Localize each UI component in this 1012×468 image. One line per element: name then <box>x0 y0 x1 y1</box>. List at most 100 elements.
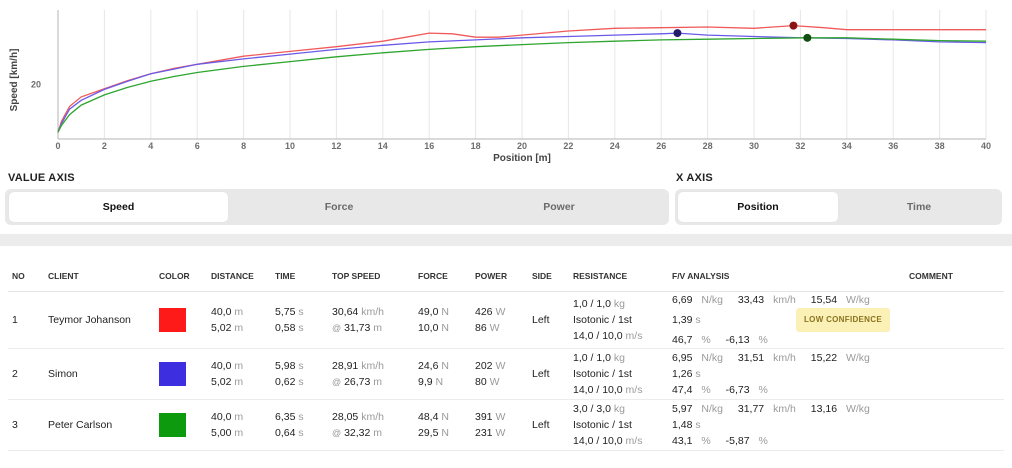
power-cell: 391 W 231 W <box>471 399 528 451</box>
header-distance[interactable]: DISTANCE <box>207 262 271 292</box>
time-unit: s <box>298 305 304 318</box>
fv-time: 1,26 <box>672 367 693 380</box>
force-cell: 24,6 N 9,9 N <box>414 348 471 400</box>
header-no[interactable]: NO <box>8 262 44 292</box>
client-name[interactable]: Peter Carlson <box>44 399 155 451</box>
resistance-cell: 1,0 / 1,0 kg Isotonic / 1st 14,0 / 10,0 … <box>569 348 668 400</box>
time-unit: s <box>298 375 304 388</box>
comment-cell[interactable] <box>905 399 1004 451</box>
header-resistance[interactable]: RESISTANCE <box>569 262 668 292</box>
header-time[interactable]: TIME <box>271 262 328 292</box>
x-tick-label: 8 <box>241 141 246 151</box>
color-swatch[interactable] <box>159 412 186 437</box>
fv-pmax: 15,54 <box>810 293 838 306</box>
comment-cell[interactable] <box>905 348 1004 400</box>
fv-f0: 6,95 <box>672 351 693 364</box>
time-unit: s <box>298 359 304 372</box>
table-row[interactable]: 2 Simon 40,0 m 5,02 m 5,98 s 0,62 s 28,9… <box>8 348 1004 400</box>
time-1: 0,62 <box>275 375 296 388</box>
resistance-cell: 1,0 / 1,0 kg Isotonic / 1st 14,0 / 10,0 … <box>569 291 668 349</box>
top-speed-unit: km/h <box>361 359 384 372</box>
header-fv-analysis[interactable]: F/V ANALYSIS <box>668 262 905 292</box>
top-speed: 28,05 <box>332 410 359 423</box>
top-speed-cell: 28,05 km/h @ 32,32 m <box>328 399 414 451</box>
row-number: 3 <box>8 399 44 451</box>
time-cell: 5,75 s 0,58 s <box>271 291 328 349</box>
power-unit: W <box>489 321 500 334</box>
header-power[interactable]: POWER <box>471 262 528 292</box>
header-force[interactable]: FORCE <box>414 262 471 292</box>
force-unit: N <box>441 321 449 334</box>
force-unit: N <box>441 305 449 318</box>
fv-f0-unit: N/kg <box>701 402 723 415</box>
x-tick-label: 0 <box>55 141 60 151</box>
power-unit: W <box>495 359 506 372</box>
top-speed-cell: 28,91 km/h @ 26,73 m <box>328 348 414 400</box>
client-name[interactable]: Simon <box>44 348 155 400</box>
top-speed-at-unit: m <box>373 375 383 388</box>
row-number: 2 <box>8 348 44 400</box>
time-0: 5,75 <box>275 305 296 318</box>
force-1: 10,0 <box>418 321 439 334</box>
x-tick-label: 4 <box>148 141 153 151</box>
side-cell: Left <box>528 348 569 400</box>
speed-chart: 0 2 4 6 8 10 12 14 16 18 20 22 24 26 28 30 32 34 36 38 40 20 P… <box>0 0 1012 168</box>
x-axis-selector: Position Time <box>675 189 1002 225</box>
x-tick-label: 12 <box>331 141 341 151</box>
client-name[interactable]: Teymor Johanson <box>44 291 155 349</box>
resistance-load: 1,0 / 1,0 <box>573 297 611 310</box>
force-0: 48,4 <box>418 410 439 423</box>
resistance-speed: 14,0 / 10,0 <box>573 329 623 342</box>
resistance-speed-unit: m/s <box>625 383 643 396</box>
x-tick-label: 40 <box>981 141 991 151</box>
table-row[interactable]: 3 Peter Carlson 40,0 m 5,00 m 6,35 s 0,6… <box>8 399 1004 451</box>
resistance-mode: Isotonic / 1st <box>573 367 632 380</box>
resistance-load: 3,0 / 3,0 <box>573 402 611 415</box>
top-speed: 30,64 <box>332 305 359 318</box>
header-comment[interactable]: COMMENT <box>905 262 1004 292</box>
value-axis-speed-button[interactable]: Speed <box>9 192 228 222</box>
x-axis-position-button[interactable]: Position <box>678 192 838 222</box>
color-cell <box>155 291 207 349</box>
resistance-cell: 3,0 / 3,0 kg Isotonic / 1st 14,0 / 10,0 … <box>569 399 668 451</box>
header-side[interactable]: SIDE <box>528 262 569 292</box>
top-speed-at: 31,73 <box>344 321 371 334</box>
resistance-speed-unit: m/s <box>625 434 643 447</box>
top-speed-at-unit: m <box>373 321 383 334</box>
fv-rf-unit: % <box>701 333 711 346</box>
distance-unit: m <box>234 305 244 318</box>
x-axis-time-button[interactable]: Time <box>906 201 932 213</box>
resistance-load-unit: kg <box>613 351 625 364</box>
value-axis-power-button[interactable]: Power <box>543 201 575 213</box>
fv-rf: 47,4 <box>672 383 693 396</box>
top-speed: 28,91 <box>332 359 359 372</box>
x-tick-label: 24 <box>610 141 620 151</box>
top-speed-at-prefix: @ <box>332 322 342 333</box>
power-1: 80 <box>475 375 487 388</box>
top-speed-marker-1 <box>673 29 682 38</box>
resistance-mode: Isotonic / 1st <box>573 418 632 431</box>
fv-f0: 6,69 <box>672 293 693 306</box>
top-speed-unit: km/h <box>361 410 384 423</box>
header-color[interactable]: COLOR <box>155 262 207 292</box>
header-top-speed[interactable]: TOP SPEED <box>328 262 414 292</box>
distance-unit: m <box>234 375 244 388</box>
comment-cell[interactable] <box>905 291 1004 349</box>
power-0: 426 <box>475 305 493 318</box>
x-tick-label: 14 <box>378 141 388 151</box>
distance-unit: m <box>234 410 244 423</box>
time-0: 5,98 <box>275 359 296 372</box>
value-axis-force-button[interactable]: Force <box>324 201 354 213</box>
table-row[interactable]: 1 Teymor Johanson 40,0 m 5,02 m 5,75 s 0… <box>8 291 1004 349</box>
fv-analysis-cell: 6,95 N/kg 31,51 km/h 15,22 W/kg 1,26 s 4… <box>668 348 905 400</box>
top-speed-marker-3 <box>803 33 812 42</box>
color-swatch[interactable] <box>159 307 186 332</box>
x-tick-label: 36 <box>888 141 898 151</box>
force-0: 49,0 <box>418 305 439 318</box>
force-unit: N <box>441 359 449 372</box>
color-swatch[interactable] <box>159 361 186 386</box>
header-client[interactable]: CLIENT <box>44 262 155 292</box>
time-1: 0,58 <box>275 321 296 334</box>
fv-pmax: 13,16 <box>810 402 838 415</box>
distance-0: 40,0 <box>211 410 232 423</box>
